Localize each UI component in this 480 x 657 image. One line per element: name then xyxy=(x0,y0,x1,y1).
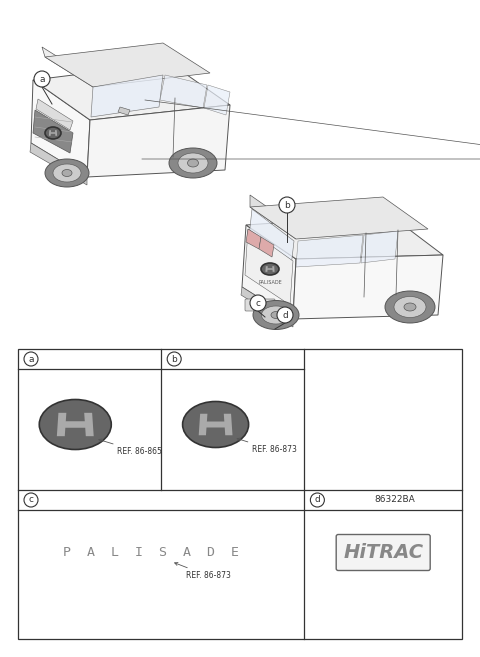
Circle shape xyxy=(167,352,181,366)
Polygon shape xyxy=(246,229,261,249)
Text: P  A  L  I  S  A  D  E: P A L I S A D E xyxy=(63,546,239,559)
Ellipse shape xyxy=(262,306,290,324)
Polygon shape xyxy=(42,47,93,87)
Ellipse shape xyxy=(45,159,89,187)
Text: HiTRAC: HiTRAC xyxy=(343,543,423,562)
Text: REF. 86-873: REF. 86-873 xyxy=(237,438,297,455)
Polygon shape xyxy=(33,63,230,120)
Ellipse shape xyxy=(182,401,249,447)
Polygon shape xyxy=(259,237,274,257)
Text: c: c xyxy=(28,495,34,505)
Polygon shape xyxy=(63,421,88,428)
Ellipse shape xyxy=(261,263,279,275)
Polygon shape xyxy=(84,413,94,436)
FancyBboxPatch shape xyxy=(245,299,275,311)
Circle shape xyxy=(277,307,293,323)
Circle shape xyxy=(250,295,266,311)
Polygon shape xyxy=(296,235,363,267)
Polygon shape xyxy=(36,99,73,130)
Ellipse shape xyxy=(394,296,426,317)
Ellipse shape xyxy=(188,159,199,167)
Polygon shape xyxy=(241,287,293,327)
Polygon shape xyxy=(245,229,293,305)
Text: REF. 86-873: REF. 86-873 xyxy=(175,562,231,581)
Polygon shape xyxy=(267,268,273,270)
Text: a: a xyxy=(39,74,45,83)
Text: b: b xyxy=(284,200,290,210)
Text: b: b xyxy=(171,355,177,363)
Text: PALISADE: PALISADE xyxy=(258,279,282,284)
Polygon shape xyxy=(87,105,230,177)
Ellipse shape xyxy=(45,127,61,139)
Ellipse shape xyxy=(404,303,416,311)
Polygon shape xyxy=(33,110,73,153)
Polygon shape xyxy=(272,266,275,272)
Text: REF. 86-865: REF. 86-865 xyxy=(99,439,162,457)
Polygon shape xyxy=(204,422,227,428)
Polygon shape xyxy=(31,80,90,177)
Polygon shape xyxy=(242,225,296,319)
Polygon shape xyxy=(57,413,66,436)
Polygon shape xyxy=(45,43,210,87)
Circle shape xyxy=(24,352,38,366)
Text: a: a xyxy=(28,355,34,363)
Polygon shape xyxy=(160,75,207,108)
Polygon shape xyxy=(250,195,296,239)
Polygon shape xyxy=(361,231,398,263)
Ellipse shape xyxy=(62,170,72,177)
Polygon shape xyxy=(91,75,163,117)
Circle shape xyxy=(24,493,38,507)
Circle shape xyxy=(34,71,50,87)
Polygon shape xyxy=(118,107,130,115)
Polygon shape xyxy=(204,85,230,115)
Ellipse shape xyxy=(178,153,208,173)
FancyBboxPatch shape xyxy=(336,535,430,570)
Circle shape xyxy=(311,493,324,507)
Ellipse shape xyxy=(39,399,111,449)
Polygon shape xyxy=(55,130,57,136)
Ellipse shape xyxy=(271,311,281,319)
Polygon shape xyxy=(250,197,428,239)
Polygon shape xyxy=(246,215,443,259)
Text: d: d xyxy=(314,495,320,505)
Polygon shape xyxy=(30,143,87,185)
Ellipse shape xyxy=(253,300,299,330)
Polygon shape xyxy=(199,414,207,435)
Text: c: c xyxy=(255,298,261,307)
Polygon shape xyxy=(249,209,294,267)
Text: d: d xyxy=(282,311,288,319)
Ellipse shape xyxy=(53,164,81,182)
Ellipse shape xyxy=(169,148,217,178)
Polygon shape xyxy=(224,414,232,435)
Text: HTRAC: HTRAC xyxy=(254,303,266,307)
Ellipse shape xyxy=(385,291,435,323)
Polygon shape xyxy=(265,266,268,272)
Polygon shape xyxy=(293,255,443,319)
Polygon shape xyxy=(50,132,56,134)
Polygon shape xyxy=(49,130,51,136)
Text: 86322BA: 86322BA xyxy=(375,495,416,505)
Circle shape xyxy=(279,197,295,213)
